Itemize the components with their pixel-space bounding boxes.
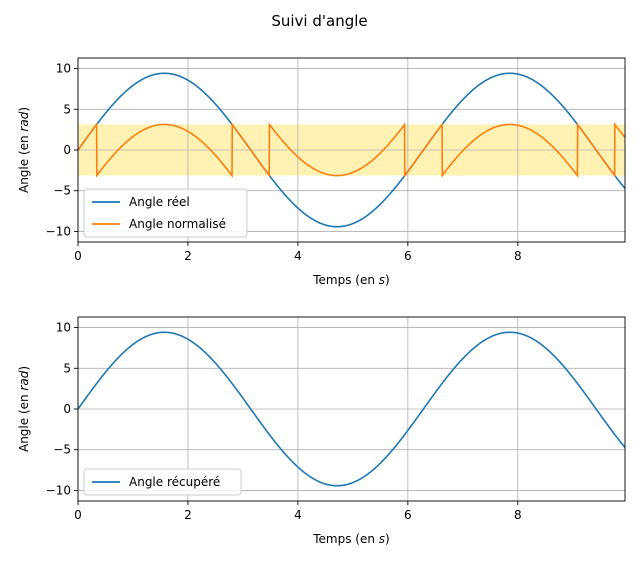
x-tick-label: 4 <box>294 249 302 263</box>
series-line-1 <box>78 331 625 487</box>
x-axis-label: Temps (en s) <box>312 273 389 287</box>
series-line-2 <box>78 122 625 178</box>
x-tick-label: 8 <box>514 508 522 522</box>
y-axis-label: Angle (en rad) <box>17 366 31 452</box>
x-axis-label: Temps (en s) <box>312 532 389 546</box>
legend: Angle réel Angle normalisé <box>83 188 248 238</box>
legend-label: Angle normalisé <box>129 217 226 231</box>
y-tick-label: −5 <box>53 443 71 457</box>
chart-panel-2: 0 2 4 6 8 −10 −5 0 5 10 Temps (en s) Angle (en rad)… <box>17 316 626 546</box>
y-tick-label: 10 <box>56 321 71 335</box>
legend-label: Angle récupéré <box>129 475 220 489</box>
y-tick-label: −5 <box>53 184 71 198</box>
y-tick-label: −10 <box>46 483 71 497</box>
y-tick-label: 5 <box>63 102 71 116</box>
x-tick-label: 8 <box>514 249 522 263</box>
chart-panel-1: 0 2 4 6 8 −10 −5 0 5 10 Temps (en s) Angle (en rad)… <box>17 57 626 287</box>
x-tick-label: 2 <box>184 249 192 263</box>
x-tick-label: 0 <box>74 249 82 263</box>
legend-label: Angle réel <box>129 195 190 209</box>
y-axis-label: Angle (en rad) <box>17 107 31 193</box>
x-tick-label: 4 <box>294 508 302 522</box>
x-tick-label: 6 <box>404 249 412 263</box>
legend-box <box>83 188 248 238</box>
legend-box <box>83 468 242 496</box>
y-tick-label: 0 <box>63 143 71 157</box>
x-tick-label: 2 <box>184 508 192 522</box>
y-tick-label: 5 <box>63 361 71 375</box>
y-tick-label: −10 <box>46 224 71 238</box>
x-tick-label: 6 <box>404 508 412 522</box>
figure-title: Suivi d'angle <box>271 12 367 30</box>
y-tick-label: 10 <box>56 62 71 76</box>
y-tick-label: 0 <box>63 402 71 416</box>
series-line-1 <box>78 72 625 228</box>
legend: Angle récupéré <box>83 468 242 496</box>
x-tick-label: 0 <box>74 508 82 522</box>
